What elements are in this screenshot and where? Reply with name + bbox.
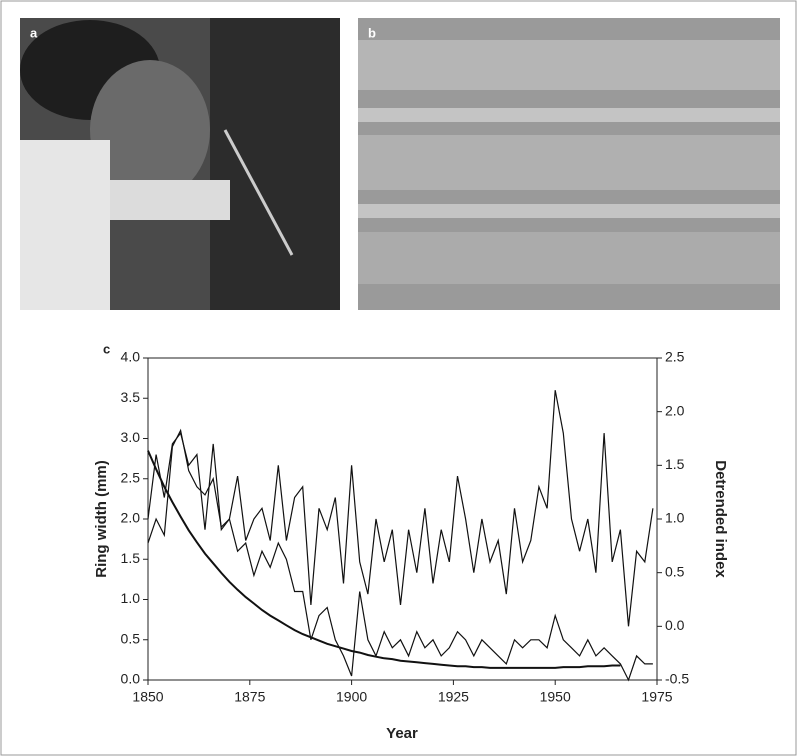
y-tick-label: 3.5 (121, 389, 141, 405)
y2-tick-label: 1.5 (665, 456, 685, 472)
y-tick-label: 2.0 (121, 510, 141, 526)
y-tick-label: 4.0 (121, 349, 141, 365)
x-axis-title: Year (386, 725, 418, 742)
y2-tick-label: 0.0 (665, 617, 685, 633)
plot-area (147, 357, 658, 681)
photo-b: b (358, 18, 780, 310)
y2-axis-title: Detrended index (712, 460, 729, 578)
series-line (147, 450, 621, 669)
x-tick-label: 1925 (438, 689, 469, 705)
x-tick-label: 1900 (336, 689, 367, 705)
panel-label: a (30, 25, 38, 40)
series-line (147, 390, 654, 627)
series-line (147, 428, 653, 682)
y-axis-title: Ring width (mm) (93, 460, 110, 577)
y-tick-label: 0.5 (121, 630, 141, 646)
photo-a: a (20, 18, 340, 310)
y2-tick-label: 0.5 (665, 563, 685, 579)
panel-label: b (368, 25, 376, 40)
y2-tick-label: -0.5 (665, 671, 689, 687)
x-tick-label: 1950 (540, 689, 571, 705)
x-tick-label: 1850 (132, 689, 163, 705)
y2-tick-label: 1.0 (665, 510, 685, 526)
x-tick-label: 1975 (641, 689, 672, 705)
y2-tick-label: 2.0 (665, 402, 685, 418)
y-tick-label: 2.5 (121, 469, 141, 485)
y-tick-label: 1.0 (121, 590, 141, 606)
y-tick-label: 3.0 (121, 429, 141, 445)
y2-tick-label: 2.5 (665, 349, 685, 365)
x-tick-label: 1875 (234, 689, 265, 705)
y-tick-label: 1.5 (121, 550, 141, 566)
y-tick-label: 0.0 (121, 671, 141, 687)
panel-label: c (103, 341, 110, 356)
